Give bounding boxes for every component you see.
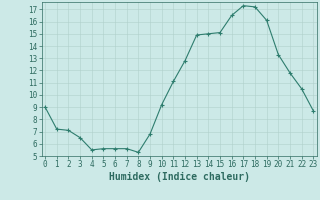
X-axis label: Humidex (Indice chaleur): Humidex (Indice chaleur): [109, 172, 250, 182]
